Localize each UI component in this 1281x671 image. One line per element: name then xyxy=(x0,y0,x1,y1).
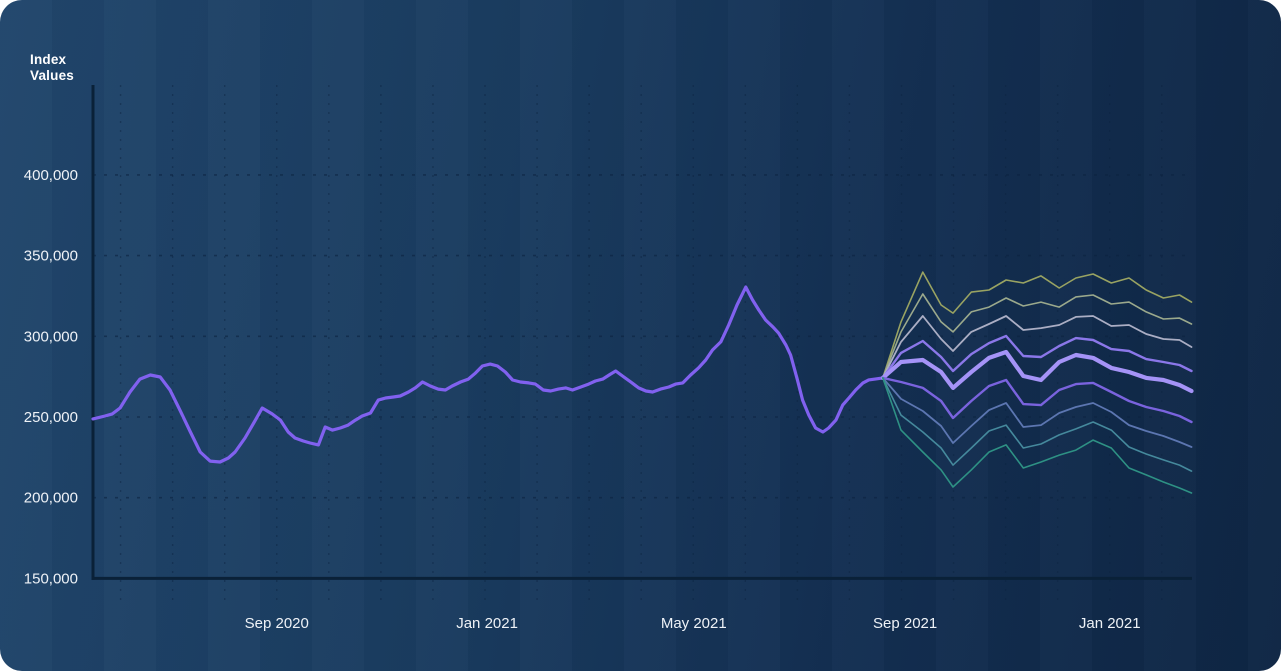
series-forecast-band-8 xyxy=(881,377,1193,472)
y-tick-label: 250,000 xyxy=(24,409,78,426)
y-tick-label: 200,000 xyxy=(24,490,78,507)
y-tick-label: 350,000 xyxy=(24,248,78,265)
x-tick-label: Jan 2021 xyxy=(456,615,518,632)
y-axis-title: Index Values xyxy=(30,52,74,84)
series-forecast-band-3 xyxy=(881,315,1193,379)
x-tick-label: Sep 2021 xyxy=(873,615,937,632)
x-tick-label: Jan 2021 xyxy=(1079,615,1141,632)
series-forecast-band-2 xyxy=(881,293,1193,379)
y-tick-label: 400,000 xyxy=(24,167,78,184)
series-forecast-band-7 xyxy=(881,376,1193,448)
series-forecast-band-1-top xyxy=(881,271,1193,379)
y-axis-title-line1: Index xyxy=(30,52,67,67)
series-forecast-median xyxy=(880,349,1194,394)
y-tick-label: 150,000 xyxy=(24,570,78,587)
y-axis-title-line2: Values xyxy=(30,67,74,83)
series-forecast-band-9-bottom xyxy=(881,377,1193,494)
series-forecast-band-4 xyxy=(881,334,1193,380)
series-forecast-band-6 xyxy=(881,376,1193,424)
x-tick-label: Sep 2020 xyxy=(245,615,309,632)
series-history xyxy=(91,285,885,464)
x-tick-label: May 2021 xyxy=(661,615,727,632)
y-tick-label: 300,000 xyxy=(24,328,78,345)
